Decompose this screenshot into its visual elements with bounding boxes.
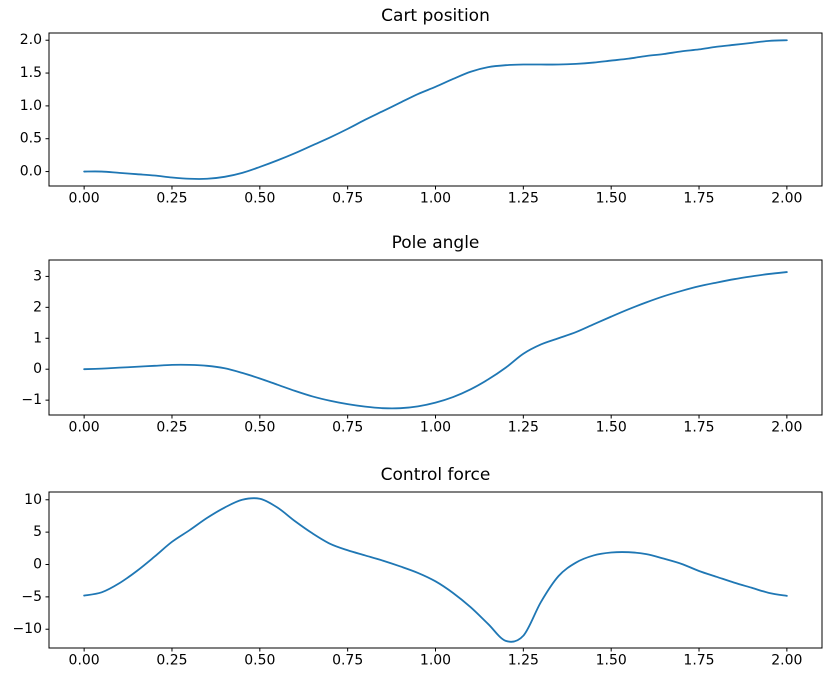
subplot-title-cart-position: Cart position [381,6,490,26]
y-tick-label-cart-position: 0.5 [20,131,42,147]
curve-control-force [83,497,788,643]
axes-frame-control-force [48,491,823,649]
curve-cart-position [83,39,788,180]
y-tick-label-cart-position: 1.0 [20,98,42,114]
x-tick-label-control-force: 2.00 [771,653,802,669]
x-tick-label-cart-position: 2.00 [771,191,802,207]
x-tick-label-pole-angle: 0.00 [69,420,100,436]
y-tick-label-pole-angle: 2 [33,299,42,315]
y-tick-label-control-force: −5 [21,589,42,605]
y-tick-label-cart-position: 1.5 [20,65,42,81]
x-tick-label-pole-angle: 1.00 [420,420,451,436]
y-tick-label-pole-angle: 3 [33,268,42,284]
x-tick-label-cart-position: 0.50 [244,191,275,207]
subplot-title-pole-angle: Pole angle [391,233,480,253]
y-tick-label-control-force: 5 [33,524,42,540]
x-tick-label-cart-position: 0.00 [69,191,100,207]
x-tick-label-cart-position: 1.50 [596,191,627,207]
x-tick-label-pole-angle: 0.50 [244,420,275,436]
y-tick-label-control-force: 10 [24,492,42,508]
x-tick-label-cart-position: 0.75 [332,191,363,207]
x-tick-label-pole-angle: 2.00 [771,420,802,436]
x-tick-label-control-force: 1.25 [508,653,539,669]
x-tick-label-control-force: 1.00 [420,653,451,669]
x-tick-label-control-force: 1.75 [683,653,714,669]
axes-frame-pole-angle [48,259,823,416]
axes-frame-cart-position [48,32,823,187]
x-tick-label-cart-position: 0.25 [156,191,187,207]
x-tick-label-control-force: 0.75 [332,653,363,669]
x-tick-label-control-force: 0.00 [69,653,100,669]
x-tick-label-control-force: 0.25 [156,653,187,669]
x-tick-label-pole-angle: 0.25 [156,420,187,436]
curve-pole-angle [83,271,788,410]
subplot-title-control-force: Control force [380,465,491,485]
y-tick-label-pole-angle: 0 [33,361,42,377]
x-tick-label-pole-angle: 0.75 [332,420,363,436]
y-tick-label-control-force: 0 [33,556,42,572]
x-tick-label-pole-angle: 1.50 [596,420,627,436]
x-tick-label-cart-position: 1.25 [508,191,539,207]
y-tick-label-pole-angle: 1 [33,330,42,346]
x-tick-label-control-force: 1.50 [596,653,627,669]
x-tick-label-cart-position: 1.00 [420,191,451,207]
y-tick-label-cart-position: 2.0 [20,32,42,48]
y-tick-label-cart-position: 0.0 [20,164,42,180]
x-tick-label-pole-angle: 1.25 [508,420,539,436]
y-tick-label-pole-angle: −1 [21,392,42,408]
x-tick-label-pole-angle: 1.75 [683,420,714,436]
y-tick-label-control-force: −10 [12,621,42,637]
x-tick-label-control-force: 0.50 [244,653,275,669]
x-tick-label-cart-position: 1.75 [683,191,714,207]
